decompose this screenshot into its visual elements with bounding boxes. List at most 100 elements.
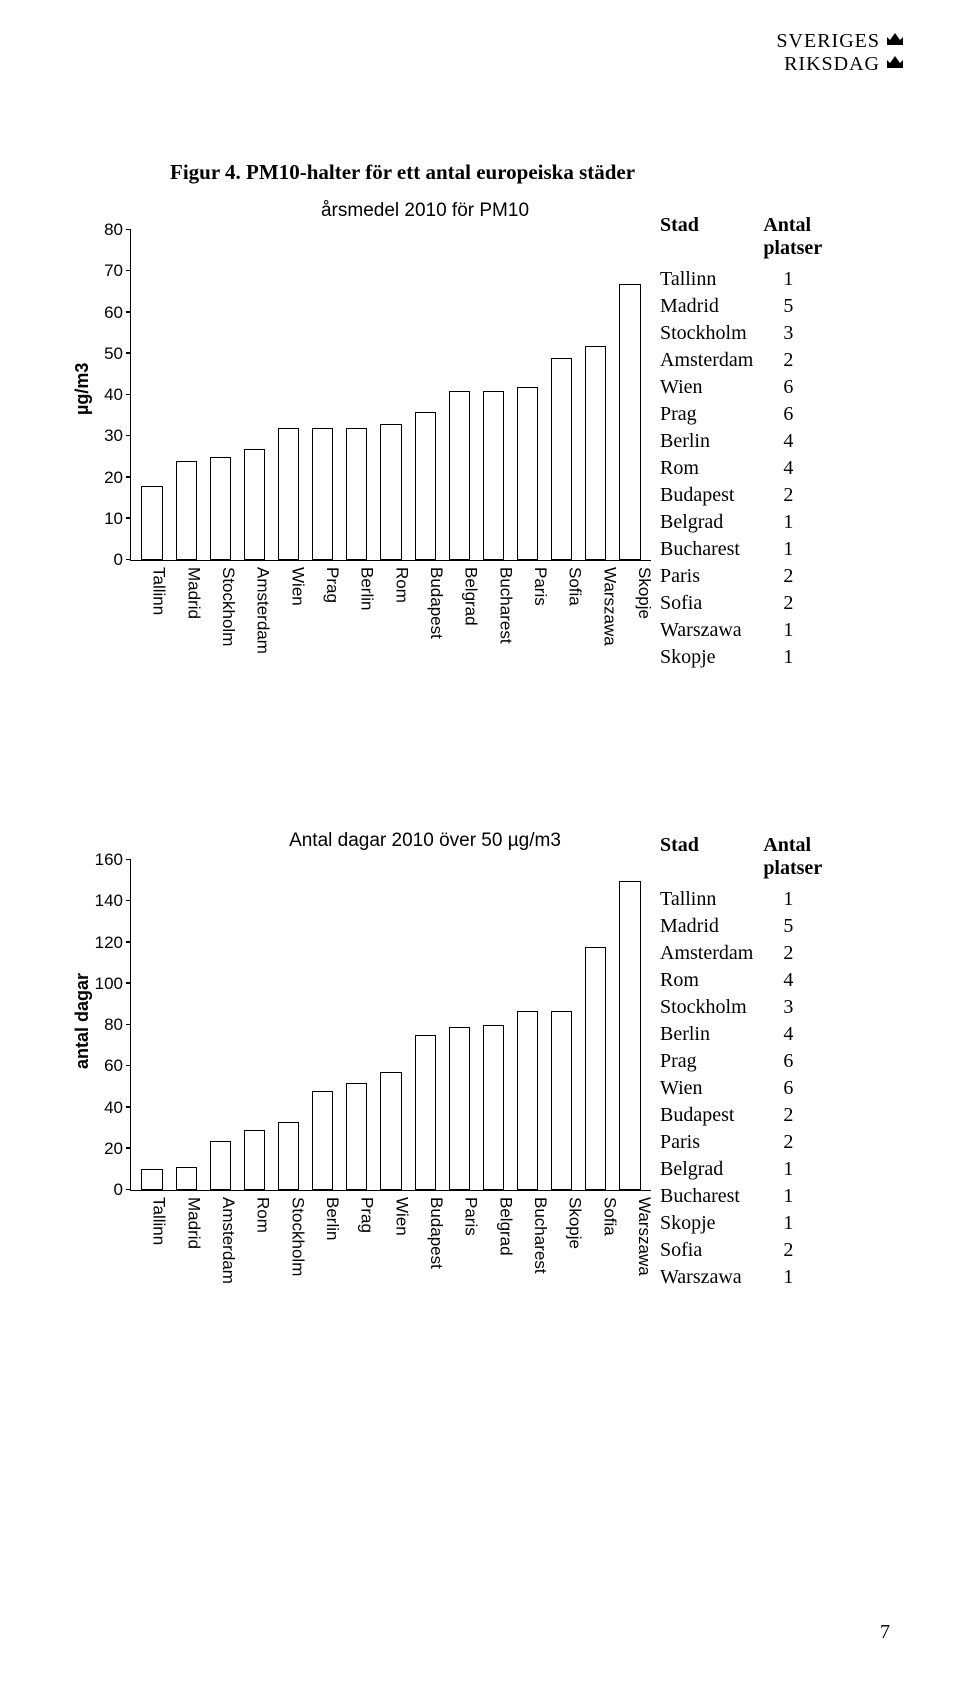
bar [517, 1011, 538, 1190]
table-row: Skopje1 [660, 644, 832, 671]
table-cell-city: Belgrad [660, 509, 763, 536]
table-cell-count: 1 [763, 1210, 832, 1237]
table-cell-count: 2 [763, 1129, 832, 1156]
table-row: Berlin4 [660, 428, 832, 455]
table-row: Sofia2 [660, 590, 832, 617]
bar-slot [408, 860, 442, 1190]
y-tick-label: 100 [95, 974, 131, 994]
table-cell-city: Stockholm [660, 994, 763, 1021]
bar [415, 412, 436, 561]
table-cell-count: 6 [763, 1075, 832, 1102]
crown-icon [885, 54, 905, 75]
table-row: Rom4 [660, 455, 832, 482]
table2: StadAntalplatserTallinn1Madrid5Amsterdam… [660, 832, 832, 1291]
y-tick-label: 0 [114, 1180, 131, 1200]
table-row: Warszawa1 [660, 1264, 832, 1291]
bar-slot [169, 860, 203, 1190]
x-tick-label: Bucharest [481, 561, 516, 677]
bar-slot [237, 230, 271, 560]
bar [585, 346, 606, 561]
y-tick-label: 10 [104, 509, 131, 529]
table1: StadAntalplatserTallinn1Madrid5Stockholm… [660, 212, 832, 671]
table-cell-city: Warszawa [660, 1264, 763, 1291]
table-cell-city: Paris [660, 563, 763, 590]
table-cell-count: 1 [763, 1183, 832, 1210]
logo-line2: RIKSDAG [784, 53, 880, 76]
bar [415, 1035, 436, 1190]
y-tick-label: 160 [95, 850, 131, 870]
table-row: Rom4 [660, 967, 832, 994]
x-tick-label: Bucharest [515, 1191, 550, 1307]
x-tick-label: Sofia [585, 1191, 620, 1307]
bar [176, 1167, 197, 1190]
x-tick-label: Belgrad [481, 1191, 516, 1307]
y-tick-label: 20 [104, 468, 131, 488]
x-tick-label: Prag [342, 1191, 377, 1307]
bar [449, 391, 470, 560]
table-cell-city: Sofia [660, 590, 763, 617]
table-row: Tallinn1 [660, 886, 832, 913]
bar-slot [374, 230, 408, 560]
table-cell-count: 2 [763, 590, 832, 617]
bar [619, 881, 640, 1190]
logo-line1: SVERIGES [776, 30, 880, 53]
table-row: Wien6 [660, 374, 832, 401]
table-row: Paris2 [660, 563, 832, 590]
table-cell-count: 3 [763, 320, 832, 347]
bar-slot [476, 230, 510, 560]
x-tick-label: Rom [377, 561, 412, 677]
x-labels: TallinnMadridStockholmAmsterdamWienPragB… [130, 561, 658, 677]
y-tick-label: 120 [95, 933, 131, 953]
bar [619, 284, 640, 560]
y-tick-label: 50 [104, 344, 131, 364]
x-tick-label: Amsterdam [238, 561, 273, 677]
x-tick-label: Wien [377, 1191, 412, 1307]
bar-slot [408, 230, 442, 560]
bar-slot [306, 230, 340, 560]
bar-slot [545, 860, 579, 1190]
table-row: Madrid5 [660, 293, 832, 320]
bar [517, 387, 538, 560]
y-tick-label: 60 [104, 303, 131, 323]
table-head-count: Antalplatser [763, 832, 832, 886]
table-cell-city: Warszawa [660, 617, 763, 644]
table-row: Stockholm3 [660, 320, 832, 347]
y-tick-label: 80 [104, 1015, 131, 1035]
table-row: Belgrad1 [660, 509, 832, 536]
table-cell-city: Tallinn [660, 886, 763, 913]
bar-slot [272, 860, 306, 1190]
table-cell-city: Prag [660, 401, 763, 428]
bar-slot [613, 230, 647, 560]
bar-slot [613, 860, 647, 1190]
table-cell-count: 2 [763, 347, 832, 374]
bar [380, 1072, 401, 1190]
table-cell-count: 4 [763, 967, 832, 994]
table-cell-city: Madrid [660, 293, 763, 320]
bar [346, 1083, 367, 1190]
bar [551, 1011, 572, 1190]
table-cell-city: Budapest [660, 482, 763, 509]
table-cell-count: 2 [763, 1237, 832, 1264]
bar-slot [442, 230, 476, 560]
page: SVERIGES RIKSDAG Figur 4. PM10-halter fö… [0, 0, 960, 1684]
x-tick-label: Warszawa [619, 1191, 654, 1307]
x-tick-label: Madrid [169, 561, 204, 677]
bar-slot [442, 860, 476, 1190]
bar-slot [306, 860, 340, 1190]
table-cell-count: 1 [763, 509, 832, 536]
bar-slot [135, 860, 169, 1190]
table-row: Belgrad1 [660, 1156, 832, 1183]
x-tick-label: Paris [515, 561, 550, 677]
table-cell-count: 2 [763, 940, 832, 967]
page-number: 7 [880, 1621, 890, 1644]
bar [483, 391, 504, 560]
chart-title: årsmedel 2010 för PM10 [60, 200, 720, 222]
bar [176, 461, 197, 560]
plot-area: 020406080100120140160 [130, 860, 651, 1191]
bars [131, 230, 651, 560]
table-cell-city: Budapest [660, 1102, 763, 1129]
logo: SVERIGES RIKSDAG [776, 30, 905, 76]
bar-slot [511, 230, 545, 560]
table-cell-count: 1 [763, 536, 832, 563]
table-cell-city: Rom [660, 455, 763, 482]
